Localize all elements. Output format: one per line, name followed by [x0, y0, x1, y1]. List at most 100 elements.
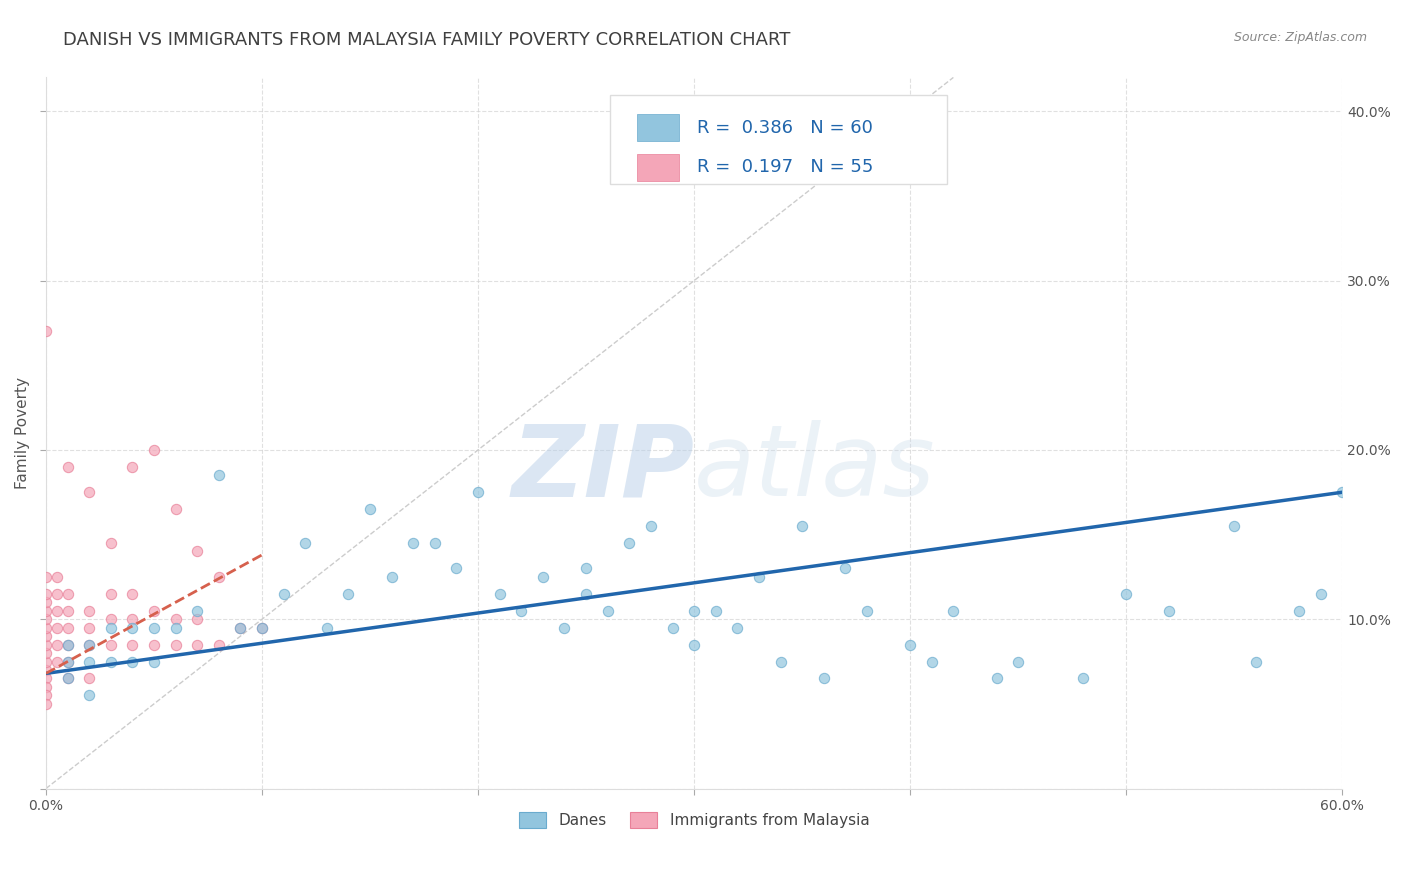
Point: [121, 638, 143, 652]
Point: [35, 325, 58, 339]
Point: [769, 655, 792, 669]
Point: [813, 672, 835, 686]
Point: [446, 561, 468, 575]
Point: [488, 587, 510, 601]
Point: [1288, 604, 1310, 618]
Point: [510, 604, 533, 618]
Text: R =  0.386   N = 60: R = 0.386 N = 60: [697, 119, 873, 137]
Point: [121, 655, 143, 669]
Point: [683, 638, 706, 652]
Point: [35, 646, 58, 660]
Text: Source: ZipAtlas.com: Source: ZipAtlas.com: [1233, 31, 1367, 45]
Point: [165, 502, 187, 516]
Point: [229, 621, 252, 635]
Point: [100, 638, 122, 652]
Point: [35, 595, 58, 609]
Point: [45, 587, 67, 601]
Point: [35, 663, 58, 677]
FancyBboxPatch shape: [637, 153, 679, 180]
Point: [121, 459, 143, 474]
Point: [56, 655, 79, 669]
Point: [100, 536, 122, 550]
Point: [35, 612, 58, 626]
Point: [725, 621, 748, 635]
Point: [1115, 587, 1137, 601]
Point: [77, 638, 100, 652]
Point: [208, 468, 231, 483]
Point: [56, 621, 79, 635]
Point: [143, 442, 166, 457]
Point: [35, 629, 58, 643]
Point: [143, 638, 166, 652]
Point: [229, 621, 252, 635]
Point: [35, 672, 58, 686]
Text: ZIP: ZIP: [512, 420, 695, 517]
Point: [575, 587, 598, 601]
Point: [56, 655, 79, 669]
Point: [1159, 604, 1181, 618]
Point: [315, 621, 337, 635]
Point: [165, 612, 187, 626]
Point: [35, 680, 58, 694]
Point: [596, 604, 619, 618]
Point: [121, 621, 143, 635]
Point: [45, 655, 67, 669]
Point: [1309, 587, 1331, 601]
Point: [619, 536, 641, 550]
Point: [165, 638, 187, 652]
Point: [100, 612, 122, 626]
Point: [56, 638, 79, 652]
Point: [986, 672, 1008, 686]
Point: [45, 604, 67, 618]
Point: [250, 621, 273, 635]
Point: [273, 587, 295, 601]
Point: [186, 544, 208, 558]
Point: [100, 587, 122, 601]
Text: atlas: atlas: [695, 420, 936, 517]
Point: [77, 655, 100, 669]
Point: [575, 561, 598, 575]
Point: [250, 621, 273, 635]
Point: [402, 536, 425, 550]
Point: [35, 689, 58, 703]
Point: [35, 697, 58, 711]
Text: R =  0.197   N = 55: R = 0.197 N = 55: [697, 158, 873, 176]
Y-axis label: Family Poverty: Family Poverty: [15, 377, 30, 489]
Point: [1007, 655, 1029, 669]
Text: DANISH VS IMMIGRANTS FROM MALAYSIA FAMILY POVERTY CORRELATION CHART: DANISH VS IMMIGRANTS FROM MALAYSIA FAMIL…: [63, 31, 790, 49]
Point: [45, 621, 67, 635]
Point: [35, 638, 58, 652]
Legend: Danes, Immigrants from Malaysia: Danes, Immigrants from Malaysia: [513, 806, 876, 834]
Point: [921, 655, 943, 669]
Point: [77, 672, 100, 686]
Point: [792, 519, 814, 533]
Point: [683, 604, 706, 618]
Point: [1223, 519, 1246, 533]
Point: [359, 502, 381, 516]
Point: [1244, 655, 1267, 669]
Point: [294, 536, 316, 550]
Point: [898, 638, 921, 652]
Point: [35, 587, 58, 601]
Point: [56, 459, 79, 474]
Point: [640, 519, 662, 533]
Point: [56, 672, 79, 686]
Point: [45, 638, 67, 652]
Point: [100, 655, 122, 669]
Point: [121, 587, 143, 601]
Point: [77, 604, 100, 618]
Point: [553, 621, 575, 635]
Point: [208, 570, 231, 584]
Point: [186, 612, 208, 626]
Point: [56, 587, 79, 601]
Point: [661, 621, 683, 635]
Point: [143, 655, 166, 669]
Point: [381, 570, 404, 584]
Point: [100, 621, 122, 635]
FancyBboxPatch shape: [637, 114, 679, 142]
FancyBboxPatch shape: [610, 95, 946, 184]
Point: [121, 612, 143, 626]
Point: [1071, 672, 1094, 686]
Point: [208, 638, 231, 652]
Point: [77, 621, 100, 635]
